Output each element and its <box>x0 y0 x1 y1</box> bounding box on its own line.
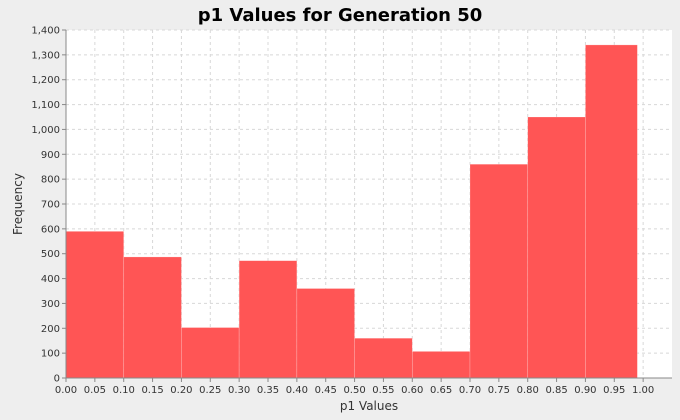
y-tick-label: 600 <box>41 224 60 235</box>
y-tick-label: 1,100 <box>31 100 60 111</box>
x-tick-label: 0.85 <box>545 385 567 396</box>
x-tick-label: 0.95 <box>603 385 625 396</box>
histogram-bar <box>411 351 471 379</box>
histogram-bar <box>354 337 413 379</box>
x-tick-label: 0.50 <box>343 385 365 396</box>
y-tick-label: 1,200 <box>31 75 60 86</box>
chart-title: p1 Values for Generation 50 <box>198 5 483 26</box>
x-tick-label: 0.70 <box>459 385 481 396</box>
y-tick-label: 300 <box>41 299 60 310</box>
y-axis-label: Frequency <box>11 173 25 235</box>
x-axis-label: p1 Values <box>340 399 398 413</box>
x-tick-label: 0.55 <box>372 385 394 396</box>
x-tick-label: 0.90 <box>574 385 596 396</box>
x-tick-label: 0.30 <box>228 385 250 396</box>
bars <box>65 44 638 379</box>
x-tick-label: 0.20 <box>170 385 192 396</box>
y-tick-label: 1,400 <box>31 26 60 37</box>
x-tick-label: 0.75 <box>488 385 510 396</box>
histogram-bar <box>181 327 240 379</box>
x-tick-label: 0.10 <box>113 385 135 396</box>
y-tick-label: 200 <box>41 324 60 335</box>
histogram-bar <box>123 256 182 379</box>
x-tick-label: 0.45 <box>315 385 337 396</box>
x-tick-label: 0.35 <box>257 385 279 396</box>
x-tick-label: 0.65 <box>430 385 452 396</box>
x-tick-label: 0.25 <box>199 385 221 396</box>
x-tick-label: 0.05 <box>84 385 106 396</box>
y-tick-label: 500 <box>41 249 60 260</box>
y-tick-label: 900 <box>41 150 60 161</box>
y-tick-label: 100 <box>41 349 60 360</box>
histogram-bar <box>527 116 586 379</box>
histogram-bar <box>238 260 298 379</box>
y-tick-label: 0 <box>54 374 60 385</box>
y-tick-label: 800 <box>41 175 60 186</box>
x-tick-label: 1.00 <box>632 385 654 396</box>
y-tick-label: 400 <box>41 274 60 285</box>
y-tick-label: 1,300 <box>31 50 60 61</box>
axes: 0 100 200 300 400 500 600 700 800 900 1,000 1,100 1,… <box>31 26 672 396</box>
x-tick-label: 0.00 <box>55 385 77 396</box>
y-tick-label: 700 <box>41 200 60 211</box>
y-tick-label: 1,000 <box>31 125 60 136</box>
x-tick-label: 0.40 <box>286 385 308 396</box>
histogram-bar <box>585 44 638 379</box>
histogram-bar <box>469 163 529 379</box>
histogram-bar <box>296 288 355 379</box>
x-tick-label: 0.15 <box>141 385 163 396</box>
x-tick-label: 0.60 <box>401 385 423 396</box>
histogram-bar <box>65 231 125 379</box>
x-tick-label: 0.80 <box>517 385 539 396</box>
